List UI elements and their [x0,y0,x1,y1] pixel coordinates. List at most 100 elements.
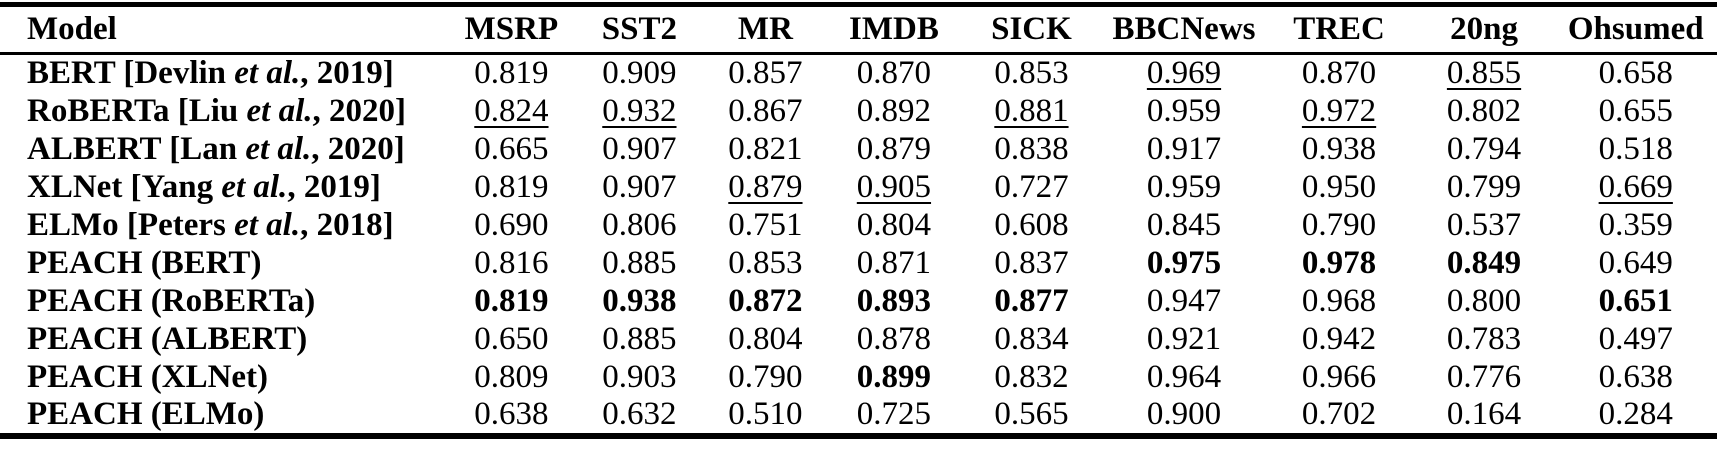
value-cell: 0.497 [1598,320,1673,357]
column-header-sick: SICK [959,4,1104,55]
value-cell: 0.824 [474,92,549,129]
value-cell: 0.892 [856,92,932,129]
value-cell: 0.565 [994,396,1069,432]
value-cell: 0.849 [1446,244,1522,281]
column-header-mr: MR [702,4,829,55]
value-cell: 0.907 [602,168,677,205]
value-cell: 0.903 [602,358,677,395]
value-cell: 0.359 [1598,206,1673,243]
model-cell: ALBERT [Lan et al., 2020] [0,130,446,168]
value-cell: 0.751 [728,206,803,243]
value-cell: 0.819 [474,55,549,91]
model-cell: BERT [Devlin et al., 2019] [0,54,446,93]
etal-italic-text: et al. [234,55,301,91]
column-header-model: Model [0,4,447,55]
value-cell: 0.968 [1301,282,1377,319]
model-name-text: BERT [Devlin [27,55,235,91]
table-row: PEACH (ELMo) 0.638 0.632 0.510 0.725 0.565 0.9… [0,396,1717,436]
model-cell: PEACH (RoBERTa) [0,282,446,320]
value-cell: 0.855 [1446,55,1522,91]
value-cell: 0.537 [1446,206,1522,243]
value-cell: 0.834 [994,320,1069,357]
value-cell: 0.725 [856,396,932,432]
model-cell: PEACH (ALBERT) [0,320,446,358]
model-cell: PEACH (XLNet) [0,358,446,396]
value-cell: 0.799 [1446,168,1522,205]
value-cell: 0.870 [1301,55,1377,91]
model-citation-year-text: , 2019] [287,168,381,205]
table-row: ALBERT [Lan et al., 2020] 0.665 0.907 0.821… [0,130,1717,168]
value-cell: 0.917 [1146,130,1222,167]
value-cell: 0.857 [728,55,803,91]
etal-italic-text: et al. [234,206,301,243]
value-cell: 0.638 [1598,358,1673,395]
value-cell: 0.804 [728,320,803,357]
model-name-text: PEACH (ELMo) [27,396,265,432]
value-cell: 0.877 [994,282,1069,319]
value-cell: 0.790 [728,358,803,395]
value-cell: 0.655 [1598,92,1673,129]
value-cell: 0.853 [994,55,1069,91]
value-cell: 0.838 [994,130,1069,167]
value-cell: 0.966 [1301,358,1377,395]
value-cell: 0.938 [1301,130,1377,167]
value-cell: 0.905 [856,168,932,205]
table-row: PEACH (ALBERT) 0.650 0.885 0.804 0.878 0.834 0… [0,320,1717,358]
value-cell: 0.907 [602,130,677,167]
results-table-wrapper: Model MSRP SST2 MR IMDB SICK BBCNews TRE… [0,2,1717,439]
model-citation-year-text: , 2019] [300,55,394,91]
model-cell: PEACH (BERT) [0,244,446,282]
column-header-trec: TREC [1264,4,1414,55]
value-cell: 0.658 [1598,55,1673,91]
table-row: PEACH (BERT) 0.816 0.885 0.853 0.871 0.837 0.9… [0,244,1717,282]
column-header-ohsumed: Ohsumed [1554,4,1717,55]
value-cell: 0.871 [856,244,932,281]
value-cell: 0.885 [602,244,677,281]
value-cell: 0.899 [856,358,932,395]
value-cell: 0.804 [856,206,932,243]
value-cell: 0.909 [602,55,677,91]
model-cell: RoBERTa [Liu et al., 2020] [0,92,446,130]
value-cell: 0.837 [994,244,1069,281]
value-cell: 0.794 [1446,130,1522,167]
column-header-msrp: MSRP [446,4,577,55]
column-header-20ng: 20ng [1413,4,1555,55]
table-row: XLNet [Yang et al., 2019] 0.819 0.907 0.879… [0,168,1717,206]
table-body: BERT [Devlin et al., 2019] 0.819 0.909 0.85… [0,54,1717,437]
value-cell: 0.650 [474,320,549,357]
value-cell: 0.959 [1146,168,1222,205]
table-row: ELMo [Peters et al., 2018] 0.690 0.806 0.75… [0,206,1717,244]
value-cell: 0.942 [1301,320,1377,357]
value-cell: 0.832 [994,358,1069,395]
value-cell: 0.649 [1598,244,1673,281]
value-cell: 0.800 [1446,282,1522,319]
table-row: PEACH (RoBERTa) 0.819 0.938 0.872 0.893 0.877… [0,282,1717,320]
value-cell: 0.867 [728,92,803,129]
value-cell: 0.819 [474,282,549,319]
value-cell: 0.665 [474,130,549,167]
value-cell: 0.879 [856,130,932,167]
value-cell: 0.809 [474,358,549,395]
etal-italic-text: et al. [246,92,313,129]
value-cell: 0.872 [728,282,803,319]
value-cell: 0.921 [1146,320,1222,357]
model-benchmark-results-table: Model MSRP SST2 MR IMDB SICK BBCNews TRE… [0,2,1717,439]
value-cell: 0.932 [602,92,677,129]
value-cell: 0.284 [1598,396,1673,432]
value-cell: 0.870 [856,55,932,91]
value-cell: 0.783 [1446,320,1522,357]
etal-italic-text: et al. [221,168,288,205]
value-cell: 0.878 [856,320,932,357]
value-cell: 0.959 [1146,92,1222,129]
model-name-text: XLNet [Yang [27,168,222,205]
value-cell: 0.845 [1146,206,1222,243]
model-name-text: PEACH (XLNet) [27,358,269,395]
model-cell: ELMo [Peters et al., 2018] [0,206,446,244]
value-cell: 0.816 [474,244,549,281]
model-name-text: PEACH (BERT) [27,244,262,281]
value-cell: 0.978 [1301,244,1377,281]
etal-italic-text: et al. [245,130,312,167]
model-name-text: RoBERTa [Liu [27,92,247,129]
value-cell: 0.510 [728,396,803,432]
model-citation-year-text: , 2018] [300,206,394,243]
